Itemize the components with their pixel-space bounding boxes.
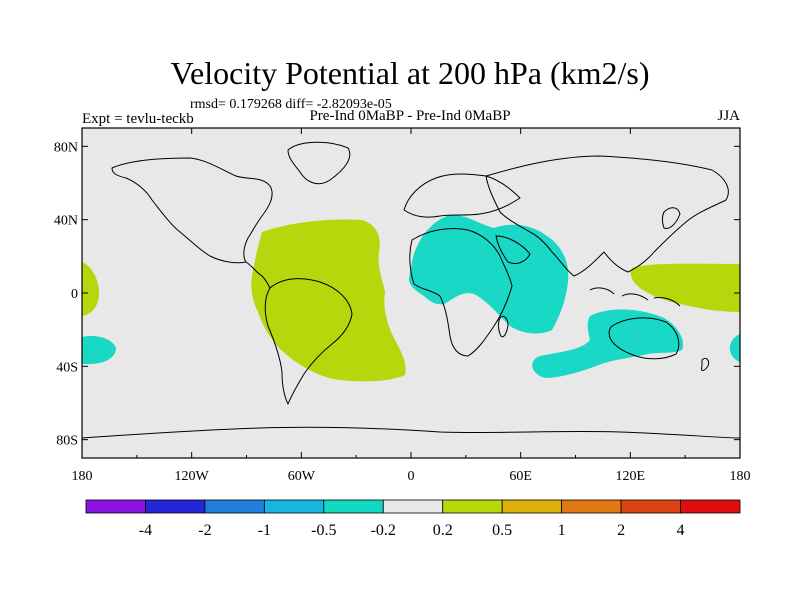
x-tick-label: 180 bbox=[72, 469, 93, 484]
coastline-asia bbox=[485, 155, 729, 277]
colorbar-label: -1 bbox=[258, 522, 271, 539]
colorbar-label: -0.5 bbox=[311, 522, 336, 539]
y-tick-label: 40N bbox=[54, 214, 78, 229]
x-tick-label: 120W bbox=[175, 469, 210, 484]
coastline-japan bbox=[662, 207, 681, 229]
coastline-central-america bbox=[245, 261, 271, 289]
positive-anomaly-east-pacific-edge bbox=[82, 262, 99, 316]
y-tick-label: 80S bbox=[56, 434, 78, 449]
colorbar-swatch bbox=[680, 499, 741, 514]
colorbar-swatch bbox=[442, 499, 503, 514]
y-axis: 80N 40N 0 40S 80S bbox=[54, 140, 740, 449]
colorbar-swatch bbox=[85, 499, 146, 514]
coastline-australia bbox=[608, 317, 680, 360]
y-tick-label: 80N bbox=[54, 140, 78, 155]
comparison-label: Pre-Ind 0MaBP - Pre-Ind 0MaBP bbox=[309, 108, 510, 124]
colorbar-label: 0.2 bbox=[433, 522, 453, 539]
map-area bbox=[82, 128, 740, 458]
colorbar-swatch bbox=[323, 499, 384, 514]
x-tick-label: 120E bbox=[616, 469, 646, 484]
colorbar-label: -0.2 bbox=[371, 522, 396, 539]
negative-anomaly-south-pacific-east bbox=[729, 334, 740, 362]
positive-anomaly-americas-region bbox=[251, 219, 406, 382]
colorbar-swatch bbox=[145, 499, 206, 514]
coastline-north-america bbox=[111, 157, 273, 264]
stats-label: rmsd= 0.179268 diff= -2.82093e-05 bbox=[190, 97, 392, 112]
coastline-arabia bbox=[495, 235, 531, 265]
colorbar-swatch bbox=[561, 499, 622, 514]
colorbar-swatch bbox=[204, 499, 265, 514]
y-tick-label: 0 bbox=[71, 287, 78, 302]
colorbar-label: 4 bbox=[677, 522, 685, 539]
coastline-europe bbox=[403, 173, 521, 218]
coastline-new-zealand bbox=[701, 357, 709, 371]
coastline-madagascar bbox=[498, 315, 509, 338]
coastlines bbox=[82, 141, 740, 439]
coastline-indonesia bbox=[589, 287, 681, 307]
coastline-antarctica bbox=[82, 426, 740, 439]
coastline-south-america bbox=[264, 278, 353, 405]
x-tick-label: 60W bbox=[288, 469, 316, 484]
x-tick-label: 180 bbox=[730, 469, 751, 484]
negative-anomaly-afro-asian-region bbox=[408, 214, 569, 334]
colorbar-swatch bbox=[620, 499, 681, 514]
colorbar-label: 2 bbox=[617, 522, 625, 539]
map-background bbox=[82, 128, 740, 458]
colorbar: -4 -2 -1 -0.5 -0.2 0.2 0.5 1 2 4 bbox=[85, 499, 741, 539]
positive-anomaly-west-pacific-region bbox=[630, 263, 740, 312]
colorbar-swatch bbox=[263, 499, 325, 514]
colorbar-label: -2 bbox=[198, 522, 211, 539]
expt-label: Expt = tevlu-teckb bbox=[82, 111, 194, 127]
x-axis: 180 120W 60W 0 60E 120E 180 bbox=[72, 128, 751, 484]
x-tick-label: 0 bbox=[408, 469, 415, 484]
colorbar-label: -4 bbox=[139, 522, 152, 539]
figure-title: Velocity Potential at 200 hPa (km2/s) bbox=[170, 55, 649, 91]
negative-anomaly-australia-region bbox=[532, 309, 684, 378]
x-tick-label: 60E bbox=[509, 469, 532, 484]
colorbar-swatch bbox=[501, 499, 563, 514]
y-tick-label: 40S bbox=[56, 360, 78, 375]
coastline-greenland bbox=[287, 141, 351, 185]
colorbar-swatch bbox=[382, 499, 444, 514]
colorbar-label: 1 bbox=[558, 522, 566, 539]
season-label: JJA bbox=[717, 108, 740, 124]
colorbar-label: 0.5 bbox=[492, 522, 512, 539]
coastline-africa bbox=[409, 227, 513, 357]
negative-anomaly-south-pacific-west bbox=[82, 336, 116, 364]
